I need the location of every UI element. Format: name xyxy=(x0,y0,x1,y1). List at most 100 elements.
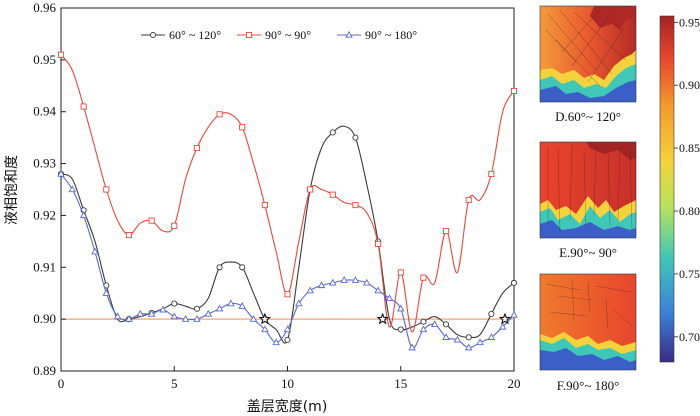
y-tick-label: 0.96 xyxy=(33,0,56,15)
series-point xyxy=(443,227,450,235)
series-point xyxy=(420,274,427,281)
series-point xyxy=(374,286,382,294)
series-point xyxy=(181,315,190,322)
x-tick-label: 15 xyxy=(394,376,407,391)
series-point xyxy=(215,304,224,312)
series-point xyxy=(159,305,167,313)
star-marker xyxy=(258,312,272,325)
series-point xyxy=(249,315,258,322)
legend-label: 90° ~ 90° xyxy=(265,28,311,42)
series-point xyxy=(91,247,99,255)
series-point xyxy=(193,144,200,152)
series-point xyxy=(510,279,518,286)
series-point xyxy=(464,343,473,351)
legend-marker xyxy=(149,31,157,39)
series-point xyxy=(103,186,110,193)
series-point xyxy=(476,338,484,346)
star-marker xyxy=(376,312,389,325)
series-point xyxy=(329,129,336,136)
colorbar xyxy=(659,15,675,363)
series-point xyxy=(465,334,472,341)
series-point xyxy=(102,289,111,296)
series-point xyxy=(397,326,404,333)
series-point xyxy=(329,278,337,286)
x-axis-label: 盖层宽度(m) xyxy=(247,398,328,415)
y-tick-label: 0.91 xyxy=(33,259,56,274)
series-point xyxy=(136,309,145,317)
x-axis: 0 5 10 15 20 xyxy=(58,366,521,391)
y-axis-label: 液相饱和度 xyxy=(4,155,20,225)
series-point xyxy=(488,310,495,318)
series-group xyxy=(57,51,518,351)
series-point xyxy=(216,264,223,271)
series-point xyxy=(317,281,326,289)
y-tick-label: 0.94 xyxy=(33,104,56,119)
series-point xyxy=(283,325,292,333)
series-point xyxy=(352,134,359,141)
series-point xyxy=(408,343,416,351)
series-point xyxy=(204,309,212,317)
series-point xyxy=(57,51,65,58)
series-point xyxy=(57,169,65,177)
legend-marker xyxy=(245,31,253,39)
series-point xyxy=(352,202,359,209)
series-point xyxy=(453,335,462,343)
panel-d-label: D.60°~ 120° xyxy=(555,109,621,124)
y-tick-label: 0.92 xyxy=(33,207,56,222)
series-point xyxy=(284,336,291,343)
series-point xyxy=(272,338,280,346)
series-point xyxy=(79,211,88,219)
series-point xyxy=(487,333,496,340)
series-point xyxy=(125,315,133,322)
series-point xyxy=(419,325,428,333)
series-point xyxy=(397,269,404,276)
series-point xyxy=(442,333,450,340)
y-axis: 0.89 0.90 0.91 0.92 0.93 0.94 0.95 0.96 xyxy=(33,0,66,378)
series-point xyxy=(80,103,87,110)
series-point xyxy=(227,299,235,307)
series-point xyxy=(170,312,179,320)
series-point xyxy=(351,276,360,283)
colorbar-tick-label: 0.75 xyxy=(679,267,700,281)
x-tick-label: 10 xyxy=(281,376,294,391)
series-point xyxy=(329,191,336,198)
series-point xyxy=(148,217,155,224)
series-line xyxy=(60,54,515,333)
colorbar-ticks: 0.95 0.90 0.85 0.80 0.75 0.70 xyxy=(674,15,700,344)
series-point xyxy=(306,286,314,294)
y-tick-label: 0.89 xyxy=(33,363,56,378)
x-tick-label: 5 xyxy=(171,376,178,391)
y-tick-label: 0.93 xyxy=(33,156,56,171)
series-point xyxy=(125,232,132,239)
y-tick-label: 0.90 xyxy=(33,311,56,326)
series-point xyxy=(171,222,178,229)
series-point xyxy=(193,305,200,312)
panel-e: E.90°~ 90° xyxy=(539,141,637,260)
series-point xyxy=(193,315,201,322)
series-point xyxy=(442,321,450,328)
series-point xyxy=(510,87,518,95)
series-point xyxy=(396,304,405,312)
series-point xyxy=(465,196,472,203)
legend-label: 90° ~ 180° xyxy=(365,28,417,42)
series-point xyxy=(488,170,495,177)
colorbar-tick-label: 0.85 xyxy=(679,141,700,155)
panel-f: F.90°~ 180° xyxy=(539,273,637,393)
series-point xyxy=(295,299,303,307)
panel-d: D.60°~ 120° xyxy=(539,5,637,124)
series-point xyxy=(420,318,427,325)
series-point xyxy=(238,302,246,309)
series-point xyxy=(147,309,156,317)
colorbar-tick-label: 0.95 xyxy=(679,15,700,29)
series-point xyxy=(68,185,77,193)
series-point xyxy=(239,124,246,131)
series-point xyxy=(261,325,269,333)
series-point xyxy=(261,202,268,209)
colorbar-tick-label: 0.70 xyxy=(679,330,700,344)
series-point xyxy=(239,264,246,271)
series-point xyxy=(363,278,371,286)
star-marker xyxy=(498,312,512,325)
legend-label: 60° ~ 120° xyxy=(169,28,221,42)
series-2 xyxy=(57,169,518,351)
